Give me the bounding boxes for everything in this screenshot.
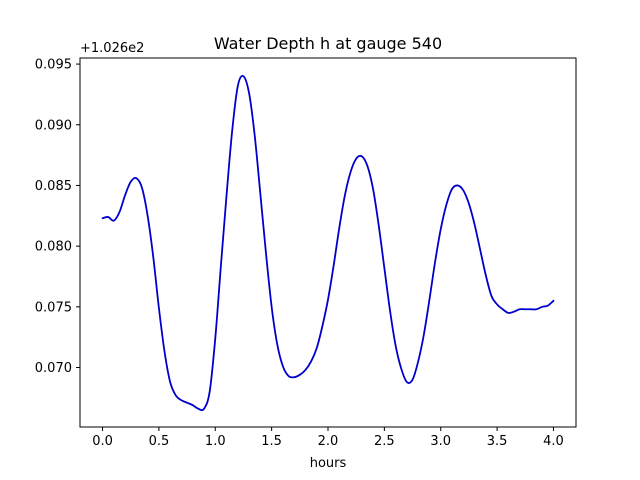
y-tick-label: 0.095 (35, 58, 72, 73)
y-tick-label: 0.080 (35, 240, 72, 255)
x-tick-label: 3.5 (487, 434, 508, 449)
plot-area (80, 58, 576, 427)
x-tick-label: 1.0 (205, 434, 226, 449)
x-tick-label: 1.5 (261, 434, 282, 449)
x-tick-label: 4.0 (543, 434, 564, 449)
x-axis-label: hours (310, 456, 347, 471)
chart-title: Water Depth h at gauge 540 (214, 34, 442, 53)
y-tick-label: 0.085 (35, 179, 72, 194)
y-tick-label: 0.075 (35, 300, 72, 315)
y-tick-label: 0.090 (35, 118, 72, 133)
x-tick-label: 3.0 (430, 434, 451, 449)
x-tick-label: 2.5 (374, 434, 395, 449)
y-axis: 0.070 0.075 0.080 0.085 0.090 0.095 (35, 58, 80, 376)
x-axis: 0.0 0.5 1.0 1.5 2.0 2.5 3.0 3.5 4.0 (92, 427, 564, 449)
x-tick-label: 2.0 (318, 434, 339, 449)
y-tick-label: 0.070 (35, 361, 72, 376)
y-offset-label: +1.026e2 (80, 41, 144, 56)
x-tick-label: 0.5 (149, 434, 170, 449)
data-line (101, 75, 555, 412)
x-tick-label: 0.0 (92, 434, 113, 449)
